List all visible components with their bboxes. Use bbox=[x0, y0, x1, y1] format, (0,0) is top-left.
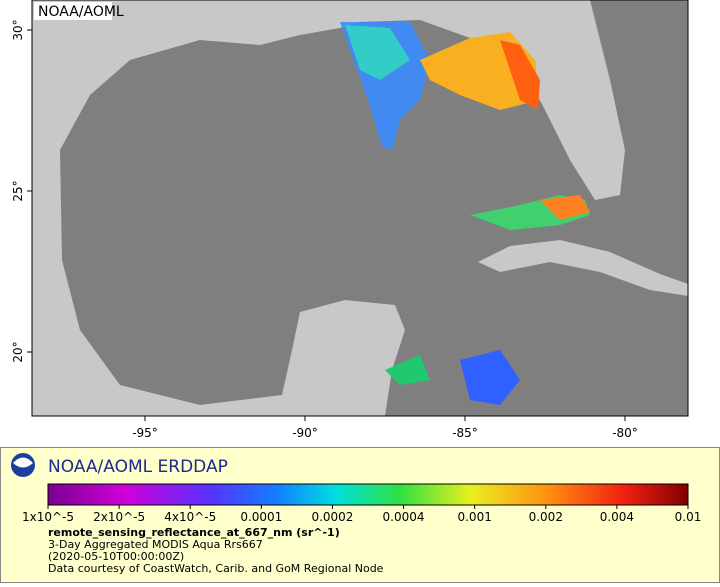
colorbar-label: 1x10^-5 bbox=[22, 510, 74, 524]
variable-name: remote_sensing_reflectance_at_667_nm (sr… bbox=[48, 526, 340, 539]
lon-label: -80° bbox=[612, 426, 638, 440]
axes: 30° 25° 20° -95° -90° -85° -80° bbox=[11, 19, 638, 440]
lat-label: 30° bbox=[11, 19, 25, 40]
legend-panel bbox=[0, 447, 720, 583]
map-label-bg bbox=[34, 2, 112, 20]
logo-bird bbox=[13, 457, 33, 468]
colorbar-label: 0.002 bbox=[529, 510, 563, 524]
legend-line: 3-Day Aggregated MODIS Aqua Rrs667 bbox=[48, 538, 263, 551]
legend-line: (2020-05-10T00:00:00Z) bbox=[48, 550, 184, 563]
data-patch bbox=[460, 350, 520, 405]
lon-label: -85° bbox=[452, 426, 478, 440]
data-swath bbox=[500, 40, 540, 110]
colorbar-label: 2x10^-5 bbox=[93, 510, 145, 524]
colorbar-label: 0.0001 bbox=[240, 510, 282, 524]
lat-label: 25° bbox=[11, 180, 25, 201]
legend: NOAA/AOML ERDDAP remote_sensing_reflecta… bbox=[0, 447, 720, 583]
colorbar-label: 0.01 bbox=[675, 510, 702, 524]
colorbar-label: 0.001 bbox=[457, 510, 491, 524]
colorbar-label: 4x10^-5 bbox=[164, 510, 216, 524]
colorbar-label: 0.004 bbox=[600, 510, 634, 524]
legend-line: Data courtesy of CoastWatch, Carib. and … bbox=[48, 562, 384, 575]
map-frame bbox=[31, 0, 689, 417]
data-patch bbox=[385, 355, 430, 385]
data-swath bbox=[345, 25, 410, 80]
lon-label: -90° bbox=[292, 426, 318, 440]
data-patch bbox=[540, 195, 590, 220]
lat-label: 20° bbox=[11, 341, 25, 362]
lon-label: -95° bbox=[132, 426, 158, 440]
legend-title: NOAA/AOML ERDDAP bbox=[48, 457, 228, 477]
map-label: NOAA/AOML bbox=[38, 4, 124, 20]
cuba bbox=[478, 240, 688, 296]
map: NOAA/AOML bbox=[31, 0, 689, 417]
colorbar-label: 0.0002 bbox=[311, 510, 353, 524]
colorbar bbox=[47, 483, 689, 506]
colorbar-label: 0.0004 bbox=[383, 510, 425, 524]
